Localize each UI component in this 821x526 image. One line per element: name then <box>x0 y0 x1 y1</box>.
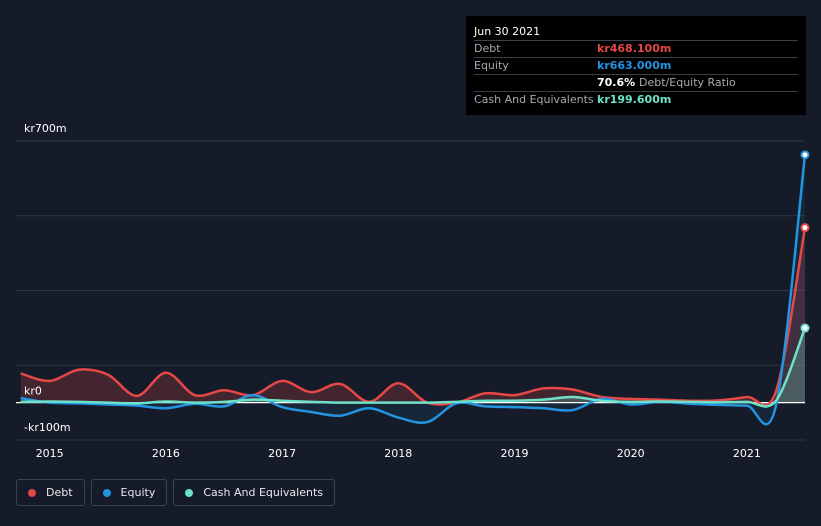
legend-cash-dot-icon <box>185 488 194 497</box>
series-areas <box>20 154 806 425</box>
legend-debt-label: Debt <box>46 486 73 499</box>
x-tick-label: 2019 <box>500 447 528 460</box>
area-equity <box>20 154 806 425</box>
x-tick-label: 2021 <box>733 447 761 460</box>
legend-cash-label: Cash And Equivalents <box>203 486 323 499</box>
tooltip-row-cash: Cash And Equivalents kr199.600m <box>474 92 798 108</box>
tooltip-cash-value: kr199.600m <box>597 93 672 106</box>
series-end-markers <box>800 150 810 333</box>
tooltip-ratio-number: 70.6% <box>597 76 636 89</box>
x-tick-label: 2018 <box>384 447 412 460</box>
tooltip-ratio-spacer <box>474 75 597 91</box>
y-tick-label: kr0 <box>24 385 42 398</box>
x-axis-labels: 2015 2016 2017 2018 2019 2020 2021 <box>36 447 761 460</box>
series-lines <box>20 154 807 426</box>
tooltip-row-debt: Debt kr468.100m <box>474 41 798 58</box>
end-marker-equity[interactable] <box>800 150 810 160</box>
x-tick-label: 2016 <box>152 447 180 460</box>
tooltip-row-equity: Equity kr663.000m <box>474 58 798 75</box>
tooltip-equity-label: Equity <box>474 59 509 72</box>
tooltip-cash-label: Cash And Equivalents <box>474 93 594 106</box>
tooltip-equity-value: kr663.000m <box>597 59 672 72</box>
legend-equity-label: Equity <box>120 486 156 499</box>
line-equity <box>20 154 807 426</box>
tooltip-debt-label: Debt <box>474 42 501 55</box>
tooltip-ratio-value: 70.6% Debt/Equity Ratio <box>597 75 736 91</box>
legend-equity-dot-icon <box>102 488 111 497</box>
area-debt <box>20 227 806 406</box>
tooltip-date: Jun 30 2021 <box>474 23 798 41</box>
y-tick-label: kr700m <box>24 122 67 135</box>
x-tick-label: 2015 <box>36 447 64 460</box>
tooltip-row-ratio: 70.6% Debt/Equity Ratio <box>474 75 798 92</box>
x-tick-label: 2020 <box>617 447 645 460</box>
y-tick-label: -kr100m <box>24 421 71 434</box>
tooltip-panel: Jun 30 2021 Debt kr468.100m Equity kr663… <box>466 16 806 115</box>
chart-legend: Debt Equity Cash And Equivalents <box>16 479 335 506</box>
line-debt <box>20 227 807 407</box>
tooltip-ratio-label: Debt/Equity Ratio <box>639 76 736 89</box>
legend-item-equity[interactable]: Equity <box>90 479 168 506</box>
line-cash <box>20 327 807 408</box>
legend-debt-dot-icon <box>28 488 36 497</box>
y-axis-labels: kr700m kr0 -kr100m <box>24 122 71 434</box>
end-marker-cash[interactable] <box>800 323 810 333</box>
legend-item-debt[interactable]: Debt <box>16 479 85 506</box>
legend-item-cash[interactable]: Cash And Equivalents <box>173 479 335 506</box>
grid-lines <box>16 140 805 441</box>
x-tick-label: 2017 <box>268 447 296 460</box>
end-marker-debt[interactable] <box>800 223 810 233</box>
tooltip-debt-value: kr468.100m <box>597 42 672 55</box>
